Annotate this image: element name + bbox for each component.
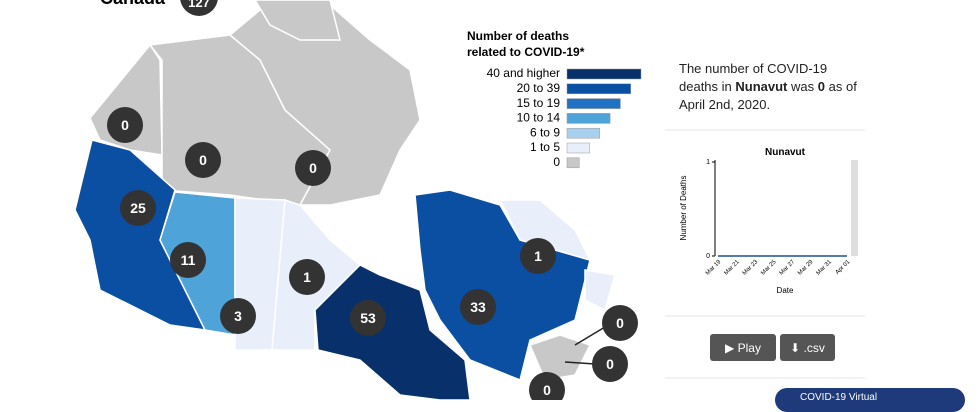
badge-circle: [529, 372, 565, 400]
badge-value: 0: [309, 160, 317, 176]
badge-value: 1: [303, 269, 311, 285]
legend-swatch: [566, 83, 631, 95]
legend: Number of deaths related to COVID-19* 40 a…: [467, 29, 642, 169]
play-button[interactable]: ▶ Play: [710, 334, 776, 361]
x-tick-label: Mar 21: [723, 259, 741, 277]
badge-value: 0: [199, 152, 207, 168]
map: [74, 0, 616, 400]
region-qc: [414, 189, 591, 382]
info-count: 0: [817, 79, 825, 94]
legend-title: Number of deaths: [467, 29, 569, 43]
badge-circle: [120, 190, 156, 226]
region-bc: [74, 139, 207, 331]
x-tick-label: Mar 27: [779, 259, 797, 277]
header-region: Canada: [100, 0, 165, 9]
x-tick-label: Mar 25: [760, 259, 778, 277]
info-text: The number of COVID-19 deaths in Nunavut…: [679, 60, 864, 114]
badge-circle: [107, 107, 143, 143]
legend-title: related to COVID-19*: [467, 45, 585, 59]
badge-circle: [520, 238, 556, 274]
legend-swatch: [566, 98, 621, 109]
legend-swatch: [566, 113, 611, 124]
legend-label: 40 and higher: [487, 66, 560, 80]
info-text: The number of COVID-19 deaths in: [679, 61, 828, 94]
x-tick-label: Mar 23: [742, 259, 760, 277]
x-axis-label: Date: [777, 286, 794, 295]
badge-circle: [220, 298, 256, 334]
y-tick-label: 0: [706, 253, 710, 260]
legend-label: 0: [553, 155, 560, 169]
badge-circle: [185, 142, 221, 178]
badges: 0 0 0 25 11 3 1 53 33 1 0 0 0: [107, 107, 638, 400]
x-tick-label: Mar 19: [705, 259, 723, 277]
legend-label: 15 to 19: [517, 96, 561, 110]
badge-value: 0: [616, 315, 624, 331]
badge-value: 53: [360, 310, 376, 326]
legend-swatch: [566, 68, 642, 80]
badge-circle: [460, 289, 496, 325]
header-total: 127: [180, 0, 218, 16]
csv-button[interactable]: ⬇ .csv: [780, 334, 835, 361]
legend-swatch: [566, 127, 601, 139]
badge-circle: [295, 150, 331, 186]
mini-chart-title: Nunavut: [765, 147, 806, 158]
badge-value: 33: [470, 299, 486, 315]
badge-value: 3: [234, 308, 242, 324]
badge-circle: [602, 305, 638, 341]
badge-circle: [350, 300, 386, 336]
x-tick-label: Mar 31: [816, 259, 834, 277]
badge-value: 0: [121, 117, 129, 133]
current-date-highlight: [851, 160, 858, 256]
legend-label: 1 to 5: [530, 140, 560, 154]
banner[interactable]: COVID-19 Virtual: [775, 388, 965, 412]
x-tick-label: Apr 01: [835, 259, 852, 276]
y-tick-label: 1: [706, 159, 710, 166]
region-on: [314, 264, 471, 400]
legend-swatch: [566, 157, 580, 169]
badge-circle: [289, 259, 325, 295]
x-tick-label: Mar 29: [797, 259, 815, 277]
y-axis-label: Number of Deaths: [679, 176, 688, 241]
badge-value: 0: [606, 356, 614, 372]
page: {"header": {"region": "Canada", "total":…: [74, 0, 965, 412]
info-text: as of April 2nd, 2020.: [679, 79, 857, 112]
legend-label: 10 to 14: [517, 111, 561, 125]
badge-value: 25: [130, 200, 146, 216]
leader-line: [574, 326, 606, 346]
map-canvas: 0 0 0 25 11 3 1 53 33 1 0 0 0 Number of deaths relate…: [74, 0, 865, 400]
legend-label: 6 to 9: [530, 125, 560, 139]
badge-circle: [592, 346, 628, 382]
legend-label: 20 to 39: [517, 81, 561, 95]
region-arctic-islands: [254, 0, 341, 41]
leader-line: [564, 361, 596, 365]
badge-value: 0: [543, 382, 551, 398]
badge-value: 1: [534, 248, 542, 264]
region-nfld: [584, 269, 616, 312]
region-nl: [498, 199, 592, 262]
legend-swatch: [566, 142, 590, 154]
info-text: was: [791, 79, 815, 94]
badge-circle: [170, 242, 206, 278]
badge-value: 11: [181, 252, 196, 268]
info-region: Nunavut: [735, 79, 788, 94]
